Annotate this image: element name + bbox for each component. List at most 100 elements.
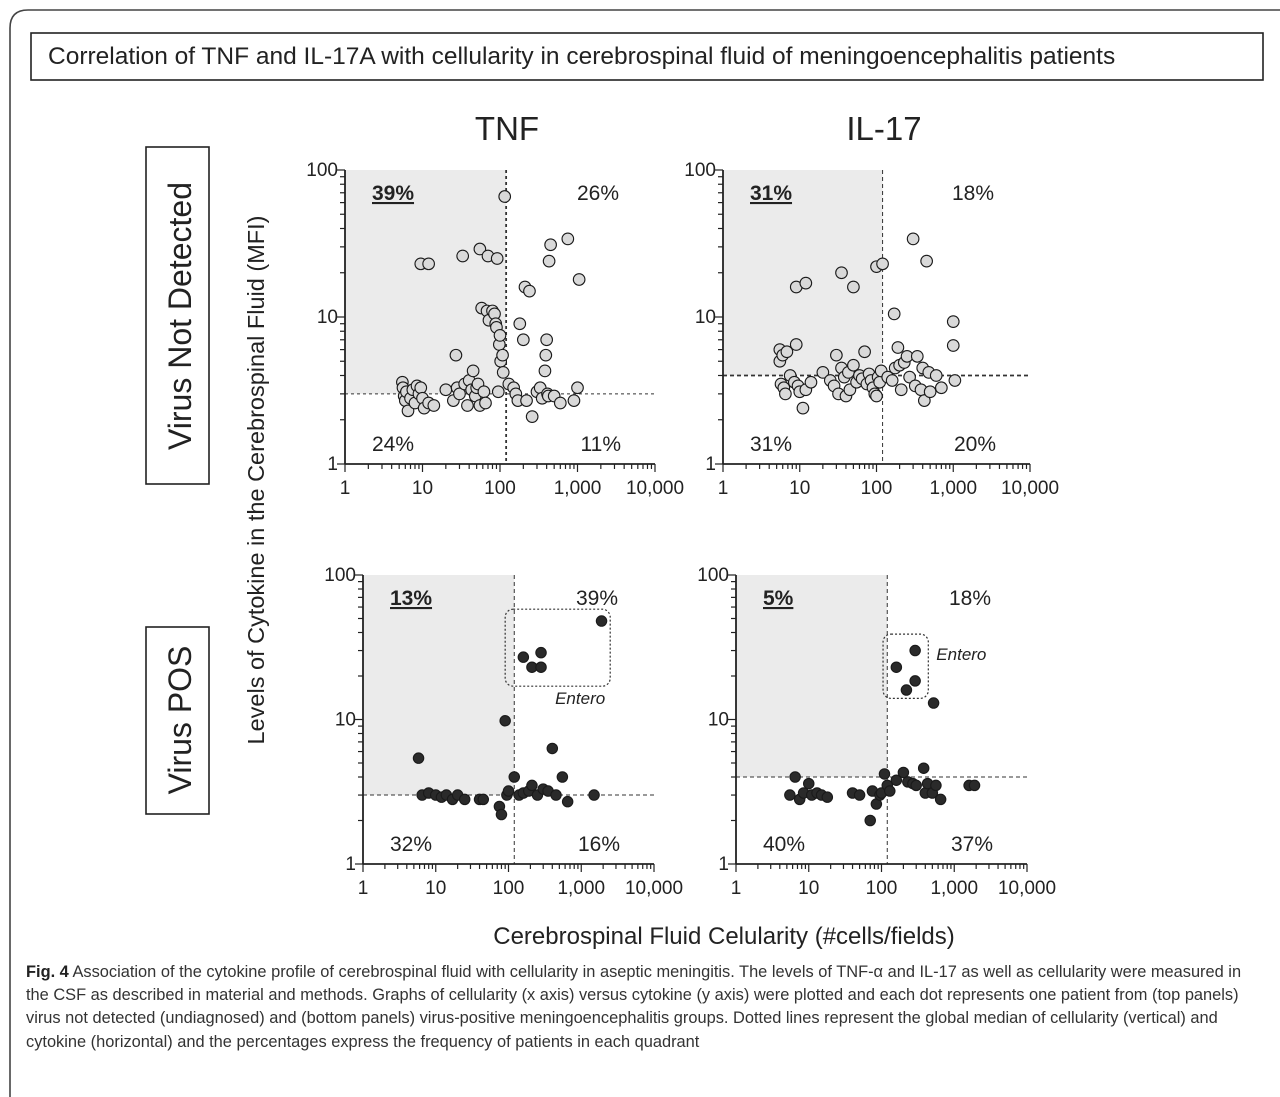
data-point	[535, 646, 547, 659]
quadrant-percentage-lower-left: 32%	[390, 833, 432, 856]
quadrant-percentage-lower-left: 24%	[372, 433, 414, 456]
x-tick-label: 10	[798, 878, 819, 899]
y-tick-label: 10	[317, 307, 338, 328]
data-point	[523, 284, 536, 298]
data-point	[513, 317, 527, 331]
data-point	[516, 333, 530, 347]
quadrant-percentage-upper-left: 5%	[763, 587, 794, 610]
data-point	[799, 276, 813, 290]
entero-group-label: Entero	[936, 645, 986, 664]
caption-text: Association of the cytokine profile of c…	[26, 963, 1242, 1051]
x-tick-label: 1	[718, 478, 729, 499]
data-point	[588, 789, 600, 801]
data-point	[439, 383, 453, 397]
x-tick-label: 1	[340, 478, 351, 499]
entero-group-label: Entero	[555, 689, 605, 708]
title-box	[30, 32, 1264, 81]
data-point	[473, 242, 487, 256]
data-point	[878, 768, 891, 780]
row-label-box-top	[145, 146, 210, 485]
data-point	[544, 238, 557, 252]
data-point	[595, 615, 608, 627]
data-point	[495, 808, 508, 821]
data-point	[789, 771, 801, 783]
data-point	[885, 374, 899, 387]
data-point	[571, 381, 584, 395]
y-tick-label: 10	[335, 710, 356, 731]
data-point	[906, 232, 920, 246]
quadrant-percentage-lower-left: 40%	[763, 833, 805, 856]
data-point	[853, 789, 866, 801]
data-point	[804, 375, 818, 389]
data-point	[498, 190, 512, 203]
data-point	[479, 396, 492, 410]
y-tick-label: 10	[695, 307, 716, 328]
quadrant-percentage-upper-left: 39%	[372, 182, 414, 205]
data-point	[802, 777, 815, 790]
data-point	[453, 387, 466, 401]
x-tick-label: 1,000	[929, 478, 977, 499]
data-point	[458, 793, 471, 806]
x-tick-label: 10	[789, 478, 810, 499]
data-point	[894, 383, 908, 397]
row-label-virus-not-detected: Virus Not Detected	[162, 182, 198, 450]
column-label-tnf: TNF	[475, 110, 539, 147]
data-point	[499, 715, 511, 727]
quadrant-percentage-upper-right: 18%	[952, 182, 994, 205]
data-point	[884, 785, 896, 797]
scatter-panel-2: 1 10 100 1,000 10,000 1 10 100 31% 18% 31% 20%	[684, 160, 1059, 499]
x-tick-label: 100	[866, 878, 898, 899]
data-point	[917, 762, 930, 774]
data-point	[927, 697, 940, 709]
y-tick-label: 1	[345, 854, 356, 875]
y-tick-label: 100	[697, 565, 729, 586]
x-tick-label: 10,000	[625, 878, 683, 899]
data-point	[572, 273, 586, 286]
data-point	[561, 232, 575, 246]
x-tick-label: 1,000	[557, 878, 605, 899]
data-point	[887, 307, 901, 321]
data-point	[477, 793, 490, 806]
quadrant-percentage-upper-right: 39%	[576, 587, 618, 610]
data-point	[490, 252, 504, 265]
highlighted-quadrant	[363, 575, 515, 796]
data-point	[821, 791, 834, 803]
y-tick-label: 100	[324, 565, 356, 586]
quadrant-percentage-upper-right: 18%	[949, 587, 991, 610]
data-point	[496, 366, 510, 379]
data-point	[546, 742, 559, 755]
x-tick-label: 1	[731, 878, 742, 899]
data-point	[890, 661, 903, 673]
data-point	[491, 385, 505, 399]
data-point	[538, 364, 552, 378]
data-point	[779, 387, 792, 401]
data-point	[496, 348, 509, 362]
data-point	[525, 410, 539, 423]
quadrant-percentage-upper-right: 26%	[577, 182, 619, 205]
data-point	[517, 651, 530, 663]
quadrant-percentage-upper-left: 31%	[750, 182, 792, 205]
data-point	[900, 684, 913, 696]
data-point	[929, 369, 943, 382]
data-point	[910, 349, 924, 363]
data-point	[561, 795, 574, 808]
x-tick-label: 10	[412, 478, 433, 499]
data-point	[864, 814, 876, 827]
entero-group-box	[504, 608, 611, 687]
data-point	[526, 779, 538, 792]
data-point	[930, 779, 942, 792]
quadrant-percentage-upper-left: 13%	[390, 587, 432, 610]
y-tick-label: 1	[327, 454, 338, 475]
scatter-panels: 1 10 100 1,000 10,000 1 10 100 39% 26% 24% 11% 1 10 10…	[306, 160, 1059, 899]
data-point	[968, 779, 981, 792]
data-point	[934, 793, 947, 806]
x-tick-label: 10,000	[1001, 478, 1059, 499]
data-point	[542, 254, 556, 268]
data-point	[508, 771, 521, 783]
data-point	[816, 366, 830, 379]
x-tick-label: 1	[358, 878, 369, 899]
quadrant-percentage-lower-right: 16%	[578, 833, 620, 856]
quadrant-percentage-lower-right: 20%	[954, 433, 996, 456]
data-point	[461, 399, 474, 412]
